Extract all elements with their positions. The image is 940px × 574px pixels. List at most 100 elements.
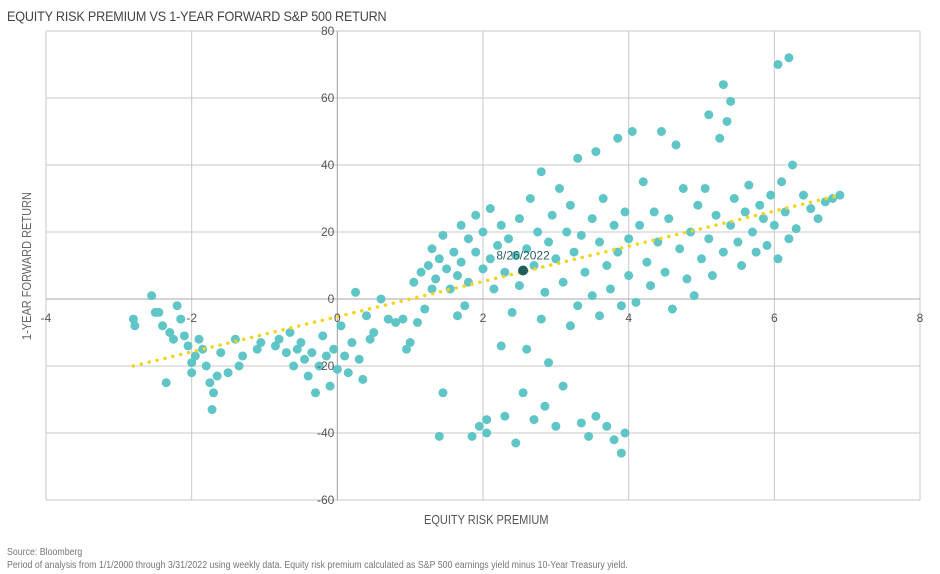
data-point bbox=[281, 348, 291, 358]
data-point bbox=[755, 200, 765, 210]
data-point bbox=[580, 267, 590, 277]
data-point bbox=[423, 261, 433, 270]
data-point bbox=[230, 334, 240, 344]
data-point bbox=[474, 421, 484, 431]
data-point bbox=[609, 220, 619, 230]
x-tick-label: -2 bbox=[186, 311, 197, 325]
data-point bbox=[576, 418, 586, 428]
data-point bbox=[514, 281, 524, 291]
data-point bbox=[602, 261, 612, 270]
data-point bbox=[183, 341, 193, 351]
x-tick-label: 4 bbox=[625, 311, 632, 325]
data-point bbox=[296, 338, 306, 348]
data-point bbox=[620, 207, 630, 217]
data-point bbox=[773, 254, 783, 264]
data-point bbox=[252, 344, 262, 354]
data-point bbox=[536, 314, 546, 324]
data-point bbox=[722, 116, 732, 126]
data-point bbox=[427, 244, 437, 254]
data-point bbox=[642, 257, 652, 267]
data-point bbox=[726, 220, 736, 230]
data-point bbox=[536, 167, 546, 177]
x-tick-label: 0 bbox=[334, 311, 341, 325]
data-point bbox=[307, 348, 317, 358]
data-point bbox=[751, 247, 761, 257]
y-tick-label: 80 bbox=[321, 24, 335, 38]
data-point bbox=[332, 364, 342, 374]
data-point bbox=[449, 247, 459, 257]
data-point bbox=[460, 301, 470, 311]
data-point bbox=[704, 110, 714, 120]
data-point bbox=[434, 431, 444, 441]
data-point bbox=[212, 371, 222, 381]
data-point bbox=[147, 291, 157, 301]
data-point bbox=[438, 230, 448, 240]
data-point bbox=[551, 421, 561, 431]
data-point bbox=[442, 264, 452, 274]
data-point bbox=[667, 304, 677, 314]
data-point bbox=[194, 334, 204, 344]
data-point bbox=[500, 411, 510, 421]
data-point bbox=[471, 247, 481, 257]
data-point bbox=[310, 388, 320, 398]
data-point bbox=[773, 60, 783, 69]
data-point bbox=[336, 321, 346, 331]
data-point bbox=[584, 431, 594, 441]
y-tick-label: 0 bbox=[328, 292, 335, 306]
data-point bbox=[693, 200, 703, 210]
data-point bbox=[354, 354, 364, 364]
data-point bbox=[207, 405, 217, 415]
y-tick-label: -60 bbox=[317, 493, 335, 507]
data-point bbox=[256, 338, 266, 348]
data-point bbox=[482, 415, 492, 425]
data-point bbox=[456, 220, 466, 230]
data-point bbox=[165, 328, 175, 337]
data-point bbox=[416, 267, 426, 277]
data-point bbox=[791, 224, 801, 234]
data-point bbox=[616, 448, 626, 458]
data-point bbox=[383, 314, 393, 324]
data-point bbox=[270, 341, 280, 351]
data-point bbox=[613, 133, 623, 143]
data-point bbox=[624, 234, 634, 244]
data-point bbox=[434, 254, 444, 264]
data-point bbox=[711, 210, 721, 220]
data-point bbox=[689, 291, 699, 301]
data-point bbox=[161, 378, 171, 388]
data-point bbox=[733, 237, 743, 247]
data-point bbox=[726, 96, 736, 106]
data-point bbox=[587, 214, 597, 224]
data-point bbox=[292, 344, 302, 354]
data-point bbox=[806, 204, 816, 214]
data-point bbox=[496, 341, 506, 351]
data-point bbox=[500, 267, 510, 277]
data-point bbox=[660, 267, 670, 277]
data-point bbox=[602, 421, 612, 431]
data-point bbox=[540, 287, 550, 297]
data-point bbox=[493, 240, 503, 250]
data-point bbox=[700, 183, 710, 193]
data-point bbox=[467, 431, 477, 441]
data-point bbox=[609, 435, 619, 445]
data-point bbox=[565, 321, 575, 331]
x-tick-label: -4 bbox=[41, 311, 52, 325]
data-point bbox=[303, 371, 313, 381]
data-point bbox=[365, 334, 375, 344]
data-point bbox=[780, 207, 790, 217]
y-tick-label: 20 bbox=[321, 225, 335, 239]
data-point bbox=[453, 271, 463, 281]
data-point bbox=[766, 190, 776, 200]
data-point bbox=[274, 334, 284, 344]
highlight-label: 8/26/2022 bbox=[496, 249, 550, 263]
data-point bbox=[682, 274, 692, 284]
data-point bbox=[179, 331, 189, 341]
data-point bbox=[300, 354, 310, 364]
data-point bbox=[718, 80, 728, 90]
data-point bbox=[646, 281, 656, 291]
data-point bbox=[835, 190, 845, 200]
data-point bbox=[289, 361, 299, 371]
data-point bbox=[369, 328, 379, 337]
data-point bbox=[496, 220, 506, 230]
x-tick-label: 8 bbox=[917, 311, 924, 325]
data-point bbox=[402, 344, 412, 354]
